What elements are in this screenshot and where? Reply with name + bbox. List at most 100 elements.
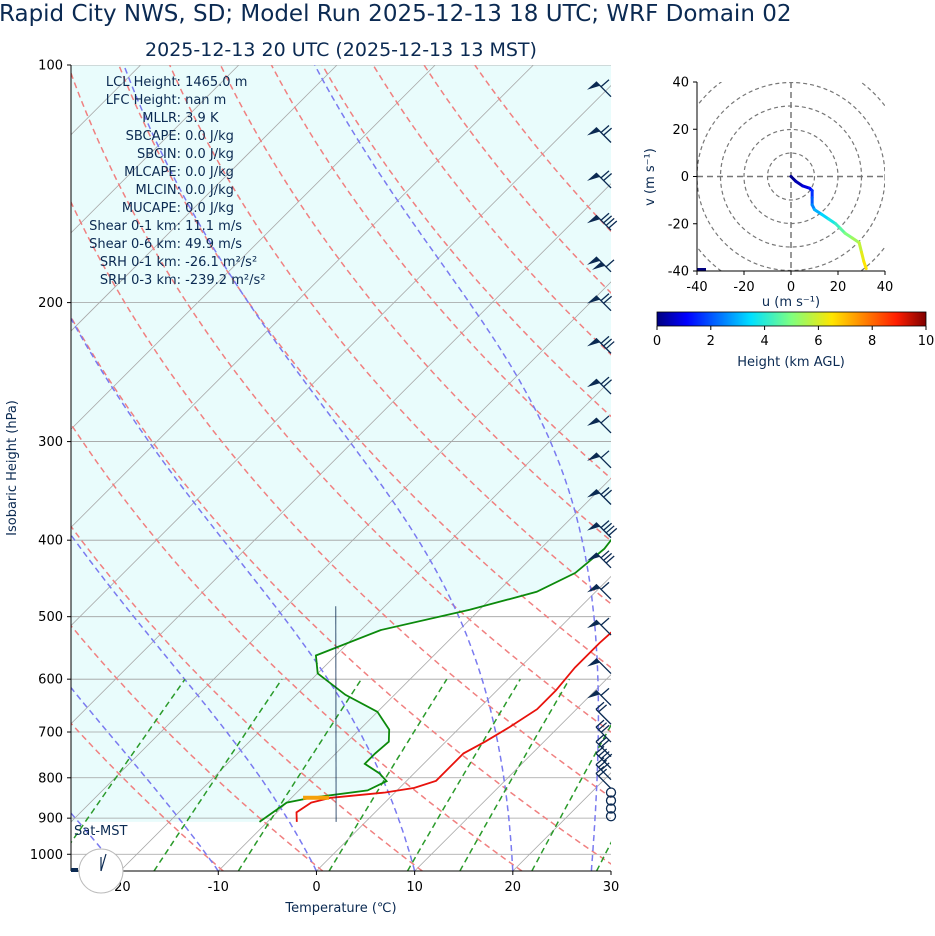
wind-barb-full [600, 212, 610, 221]
dry-adiabat [321, 65, 611, 418]
wind-barb [587, 550, 615, 569]
axis-corner-mark [71, 868, 78, 872]
sounding-stats: LCL Height: 1465.0 m LFC Height: nan m MLL… [89, 75, 265, 288]
wind-barb-full [595, 757, 605, 766]
colorbar-tick-label: 8 [868, 334, 876, 349]
wind-barb-flag [587, 690, 600, 699]
wind-barb [595, 765, 612, 789]
wind-barb-shaft [595, 741, 612, 758]
moist-adiabat [314, 65, 600, 871]
dry-adiabat [118, 65, 611, 669]
wind-barb-full [595, 734, 605, 743]
hodograph-x-tick-label: 40 [877, 280, 894, 295]
y-tick-label: 700 [38, 726, 63, 741]
moist-adiabat [71, 533, 318, 871]
wind-barb-flag [587, 489, 600, 498]
wind-barb-full [603, 338, 613, 347]
wind-barb [587, 658, 612, 675]
wind-barb-full [605, 555, 615, 564]
wind-barb-full [605, 259, 615, 268]
chart-title: Rapid City NWS, SD; Model Run 2025-12-13… [0, 1, 791, 27]
wind-barb-full [595, 701, 605, 710]
x-tick-label: 30 [603, 880, 620, 895]
y-tick-label: 300 [38, 435, 63, 450]
clock-label: Sat-MST [74, 824, 127, 839]
wind-barb-full [600, 376, 610, 385]
wind-barb-calm [605, 803, 617, 814]
wind-barb-full [595, 719, 605, 728]
wind-barbs [587, 79, 618, 822]
wind-barb-full [605, 341, 615, 350]
y-tick-label: 1000 [30, 848, 63, 863]
wind-barb-flag [587, 215, 600, 224]
colorbar-tick-label: 10 [918, 334, 935, 349]
wind-barb-full [595, 765, 605, 774]
wind-barb-full [603, 215, 613, 224]
colorbar-tick-label: 2 [707, 334, 715, 349]
wind-barb [587, 617, 612, 636]
wind-barb-shaft [595, 773, 612, 789]
wind-barb-full [603, 489, 613, 498]
wind-barb [587, 520, 618, 539]
dry-adiabat [71, 71, 611, 733]
wind-barb-full [603, 295, 613, 304]
stat-line: Shear 0-6 km: 49.9 m/s [89, 237, 242, 252]
stat-line: SRH 0-1 km: -26.1 m²/s² [100, 255, 257, 270]
wind-barb-calm [605, 811, 617, 822]
hodograph-segment [857, 241, 863, 254]
wind-barb-full [600, 335, 610, 344]
wind-barb [587, 79, 612, 98]
wind-barb-flag [587, 338, 600, 347]
wind-barb-full [608, 527, 618, 536]
hodograph-segment [862, 260, 868, 271]
mixing-ratio-line [595, 841, 611, 871]
hodograph-ring [743, 128, 839, 225]
wind-barb-flag [592, 261, 605, 270]
y-tick-label: 500 [38, 610, 63, 625]
hodograph-y-tick-label: 0 [681, 170, 689, 185]
colorbar-tick-label: 0 [653, 334, 661, 349]
stat-line: MLCIN: 0.0 J/kg [136, 183, 234, 198]
mixing-ratio-line [459, 678, 571, 871]
stat-line: MLLR: 3.9 K [142, 111, 219, 126]
hodograph-y-tick-label: 40 [672, 76, 689, 91]
hodograph-x-label: u (m s⁻¹) [762, 295, 820, 310]
isotherm [71, 84, 611, 627]
x-tick-label: 20 [505, 880, 522, 895]
stat-line: SBCAPE: 0.0 J/kg [126, 129, 234, 144]
wind-barb-full [600, 520, 610, 529]
moist-area [71, 65, 611, 822]
hodograph-y-tick-label: -20 [668, 217, 689, 232]
mixing-ratio-line [531, 723, 611, 871]
colorbar [656, 311, 927, 327]
wind-barb [587, 687, 612, 706]
wind-barb-full [600, 751, 610, 760]
wind-barb [587, 335, 615, 354]
wind-barb-full [600, 739, 610, 748]
wind-barb-flag [587, 295, 600, 304]
wind-barb-full [603, 522, 613, 531]
colorbar-label: Height (km AGL) [737, 355, 845, 370]
wind-barb-full [608, 220, 618, 229]
wind-barb [587, 415, 612, 434]
x-axis-label: Temperature (℃) [284, 901, 396, 916]
wind-barb-full [598, 704, 608, 713]
wind-barb [587, 256, 615, 273]
stat-line: LFC Height: nan m [106, 93, 227, 108]
temperature-profile [295, 631, 611, 822]
stat-line: Shear 0-1 km: 11.1 m/s [89, 219, 242, 234]
isotherm [119, 379, 611, 871]
wind-barb-full [600, 687, 610, 696]
x-tick-label: 0 [312, 880, 320, 895]
y-axis-label: Isobaric Height (hPa) [5, 400, 20, 536]
wind-barb-full [600, 550, 610, 559]
isotherm [71, 183, 611, 725]
y-tick-label: 900 [38, 812, 63, 827]
mixing-ratio-line [71, 678, 186, 844]
chart-subtitle: 2025-12-13 20 UTC (2025-12-13 13 MST) [145, 39, 537, 61]
dry-adiabat [71, 525, 423, 871]
wind-barb-full [603, 753, 613, 762]
y-tick-label: 200 [38, 296, 63, 311]
